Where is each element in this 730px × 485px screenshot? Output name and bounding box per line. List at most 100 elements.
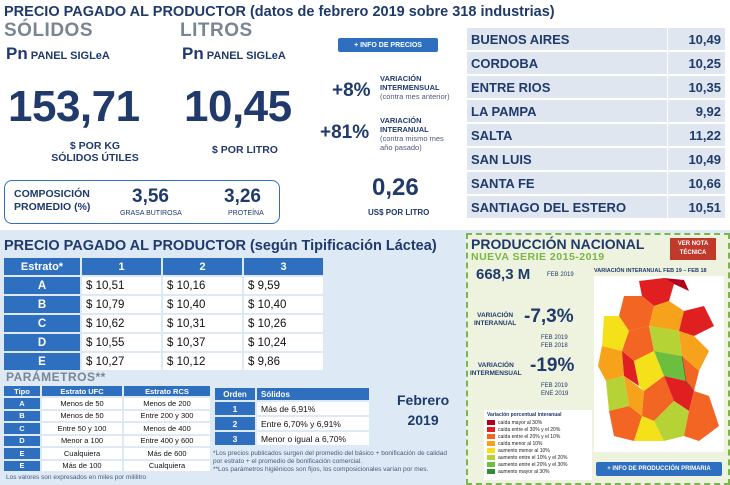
legend-swatch bbox=[487, 448, 495, 453]
table-row: 1 Más de 6,91% bbox=[215, 402, 369, 415]
usd-value: 0,26 bbox=[372, 174, 419, 201]
column-header: 3 bbox=[244, 258, 323, 275]
provincia-name: LA PAMPA bbox=[467, 100, 667, 122]
provincia-name: SALTA bbox=[467, 124, 667, 146]
table-row: SANTA FE 10,66 bbox=[467, 172, 725, 195]
parametros-title: PARÁMETROS** bbox=[6, 370, 106, 384]
table-cell: Menor o igual a 6,70% bbox=[257, 432, 369, 445]
variacion-interanual-label: VARIACIÓN INTERANUAL (contra mismo mes a… bbox=[380, 116, 444, 152]
table-cell: E bbox=[4, 460, 40, 471]
composicion-box bbox=[4, 180, 280, 224]
column-header: 1 bbox=[82, 258, 161, 275]
variacion-interanual-value: +81% bbox=[320, 122, 370, 143]
table-row: SAN LUIS 10,49 bbox=[467, 148, 725, 171]
table-row: D $ 10,55 $ 10,37 $ 10,24 bbox=[4, 334, 323, 351]
variacion-intermensual-label: VARIACIÓN INTERMENSUAL (contra mes anter… bbox=[380, 74, 450, 101]
table-cell: $ 10,55 bbox=[82, 334, 161, 351]
solidos-panel-label: Pn PANEL SIGLeA bbox=[6, 44, 110, 63]
provincia-value: 9,92 bbox=[668, 100, 725, 122]
legend-swatch bbox=[487, 420, 495, 425]
table-cell: $ 9,86 bbox=[244, 353, 323, 370]
table-row: D Menor a 100 Entre 400 y 600 bbox=[4, 435, 210, 446]
table-cell: $ 10,27 bbox=[82, 353, 161, 370]
table-header-row: Tipo Estrato UFC Estrato RCS bbox=[4, 386, 210, 396]
table-cell: Cualquiera bbox=[124, 460, 210, 471]
table-cell: A bbox=[4, 398, 40, 409]
produccion-volumen: 668,3 M bbox=[476, 266, 531, 283]
legend-swatch bbox=[487, 469, 495, 474]
composicion-label: COMPOSICIÓN PROMEDIO (%) bbox=[14, 188, 91, 213]
table-cell: $ 10,62 bbox=[82, 315, 161, 332]
legend-item: caída mayor al 30% bbox=[487, 419, 589, 426]
table-cell: 1 bbox=[215, 402, 255, 415]
table-row: BUENOS AIRES 10,49 bbox=[467, 28, 725, 51]
table-cell: 3 bbox=[215, 432, 255, 445]
provincia-name: SANTIAGO DEL ESTERO bbox=[467, 196, 667, 218]
table-cell: $ 10,31 bbox=[163, 315, 242, 332]
table-row: 3 Menor o igual a 6,70% bbox=[215, 432, 369, 445]
table-cell: $ 10,12 bbox=[163, 353, 242, 370]
provincia-value: 10,66 bbox=[668, 172, 725, 194]
map-title: VARIACIÓN INTERANUAL FEB 19 – FEB 18 bbox=[594, 268, 707, 274]
produccion-volumen-fecha: FEB 2019 bbox=[547, 272, 574, 278]
column-header: Sólidos bbox=[257, 388, 369, 400]
info-precios-button[interactable]: + INFO DE PRECIOS bbox=[338, 38, 438, 52]
table-row: A Menos de 50 Menos de 200 bbox=[4, 398, 210, 409]
legend-item: aumento entre el 20% y el 30% bbox=[487, 461, 589, 468]
grasa-value: 3,56 bbox=[132, 186, 169, 207]
interanual-value: -7,3% bbox=[524, 306, 574, 327]
orden-notes: *Los precios publicados surgen del prome… bbox=[213, 450, 447, 473]
legend-item: aumento menor al 10% bbox=[487, 447, 589, 454]
table-row: C Entre 50 y 100 Menos de 400 bbox=[4, 423, 210, 434]
solidos-unit: $ POR KG SÓLIDOS ÚTILES bbox=[51, 140, 139, 164]
table-cell: Más de 100 bbox=[42, 460, 122, 471]
column-header: Estrato RCS bbox=[124, 386, 210, 396]
column-header: Estrato UFC bbox=[42, 386, 122, 396]
table-row: LA PAMPA 9,92 bbox=[467, 100, 725, 123]
info-produccion-button[interactable]: + INFO DE PRODUCCIÓN PRIMARIA bbox=[596, 462, 722, 476]
table-row: CORDOBA 10,25 bbox=[467, 52, 725, 75]
table-cell: $ 10,26 bbox=[244, 315, 323, 332]
legend-item: caída entre el 30% y el 20% bbox=[487, 426, 589, 433]
provincia-name: ENTRE RIOS bbox=[467, 76, 667, 98]
tipificacion-table: Estrato* 1 2 3 A $ 10,51 $ 10,16 $ 9,59 B $ … bbox=[2, 256, 325, 372]
table-cell: Menor a 100 bbox=[42, 435, 122, 446]
legend-item: aumento mayor al 30% bbox=[487, 468, 589, 475]
map-legend: Variación porcentual interanual caída ma… bbox=[484, 410, 592, 480]
row-label: B bbox=[4, 296, 80, 313]
row-label: E bbox=[4, 353, 80, 370]
provincia-value: 10,51 bbox=[668, 196, 725, 218]
table-row: C $ 10,62 $ 10,31 $ 10,26 bbox=[4, 315, 323, 332]
table-cell: Entre 200 y 300 bbox=[124, 410, 210, 421]
provincia-value: 10,25 bbox=[668, 52, 725, 74]
parametros-table: Tipo Estrato UFC Estrato RCS A Menos de 5… bbox=[2, 384, 212, 473]
table-row: B Menos de 50 Entre 200 y 300 bbox=[4, 410, 210, 421]
table-cell: $ 9,59 bbox=[244, 277, 323, 294]
grasa-label: GRASA BUTIROSA bbox=[120, 210, 182, 217]
table-row: ENTRE RIOS 10,35 bbox=[467, 76, 725, 99]
produccion-title: PRODUCCIÓN NACIONAL bbox=[471, 236, 645, 252]
litros-panel-label: Pn PANEL SIGLeA bbox=[182, 44, 286, 63]
table-row: E $ 10,27 $ 10,12 $ 9,86 bbox=[4, 353, 323, 370]
table-cell: Menos de 50 bbox=[42, 410, 122, 421]
mapa-produccion bbox=[594, 276, 724, 452]
intermensual-label: VARIACIÓN INTERMENSUAL bbox=[470, 362, 522, 377]
legend-item: caída entre el 20% y el 10% bbox=[487, 433, 589, 440]
table-cell: Más de 6,91% bbox=[257, 402, 369, 415]
table-cell: Cualquiera bbox=[42, 448, 122, 459]
legend-swatch bbox=[487, 441, 495, 446]
table-cell: $ 10,37 bbox=[163, 334, 242, 351]
parametros-footnote: Los valores son expresados en miles por … bbox=[6, 474, 147, 481]
table-cell: Entre 400 y 600 bbox=[124, 435, 210, 446]
table-cell: $ 10,40 bbox=[163, 296, 242, 313]
ver-nota-button[interactable]: VER NOTA TÉCNICA bbox=[670, 238, 716, 260]
column-header: Tipo bbox=[4, 386, 40, 396]
column-header: Estrato* bbox=[4, 258, 80, 275]
legend-title: Variación porcentual interanual bbox=[487, 412, 562, 418]
table-cell: Más de 600 bbox=[124, 448, 210, 459]
intermensual-fechas: FEB 2019 ENE 2019 bbox=[541, 383, 569, 397]
provincias-table: BUENOS AIRES 10,49 CORDOBA 10,25 ENTRE RIO… bbox=[467, 28, 725, 224]
table-row: A $ 10,51 $ 10,16 $ 9,59 bbox=[4, 277, 323, 294]
legend-swatch bbox=[487, 427, 495, 432]
table-row: E Más de 100 Cualquiera bbox=[4, 460, 210, 471]
